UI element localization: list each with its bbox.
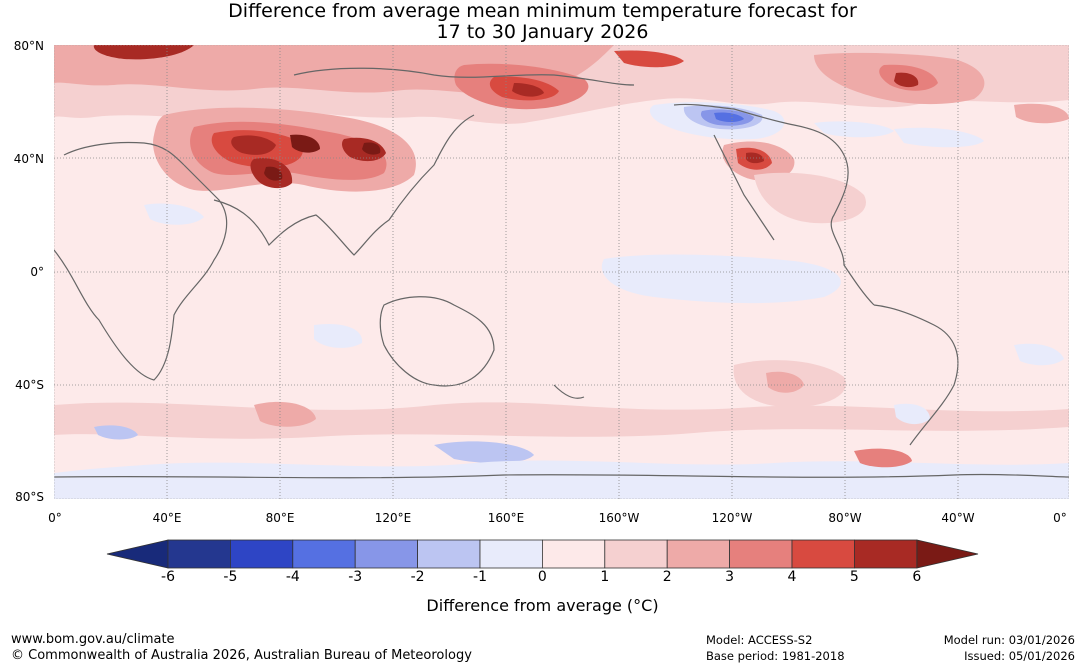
colorbar-tick: -1	[473, 569, 487, 585]
colorbar-bin	[479, 539, 543, 569]
map-title-line-1: Difference from average mean minimum tem…	[228, 0, 857, 22]
colorbar-bin	[292, 539, 356, 569]
lon-label-40w: 40°W	[941, 511, 975, 525]
colorbar-bin	[354, 539, 418, 569]
lon-label-80e: 80°E	[265, 511, 295, 525]
colorbar-tick: -5	[223, 569, 238, 585]
colorbar-tick: -3	[348, 569, 363, 585]
colorbar-tick: 1	[600, 569, 610, 585]
colorbar-tick: 5	[849, 569, 859, 585]
coastlines	[54, 67, 1069, 479]
colorbar-tick: 4	[787, 569, 797, 585]
colorbar-bin	[604, 539, 668, 569]
lon-label-120w: 120°W	[711, 511, 753, 525]
model-run-date: Model run: 03/01/2026	[943, 633, 1075, 647]
colorbar-tick: 2	[662, 569, 672, 585]
temperature-anomaly-map	[54, 45, 1069, 499]
colorbar	[106, 539, 979, 569]
lat-label-40s: 40°S	[15, 378, 44, 392]
colorbar-bins	[167, 539, 918, 569]
colorbar-tick: 6	[912, 569, 922, 585]
anomaly-field	[54, 45, 1069, 499]
lon-label-160e: 160°E	[487, 511, 525, 525]
colorbar-under-arrow	[106, 539, 169, 569]
colorbar-tick: -4	[285, 569, 300, 585]
lat-label-0: 0°	[30, 265, 44, 279]
lon-label-0-end: 0°	[1053, 511, 1067, 525]
lon-label-120e: 120°E	[374, 511, 412, 525]
colorbar-label: Difference from average (°C)	[426, 596, 659, 615]
lon-label-80w: 80°W	[828, 511, 862, 525]
model-name: Model: ACCESS-S2	[706, 633, 813, 647]
colorbar-bin	[230, 539, 294, 569]
issued-date: Issued: 05/01/2026	[964, 649, 1075, 663]
colorbar-bin	[791, 539, 855, 569]
website-link[interactable]: www.bom.gov.au/climate	[11, 632, 175, 647]
colorbar-bin	[417, 539, 481, 569]
colorbar-bin	[167, 539, 231, 569]
lon-label-40e: 40°E	[152, 511, 182, 525]
lat-label-80n: 80°N	[13, 39, 44, 53]
lat-label-40n: 40°N	[13, 152, 44, 166]
colorbar-over-arrow	[916, 539, 979, 569]
copyright-text: © Commonwealth of Australia 2026, Austra…	[11, 648, 472, 663]
map-title-line-2: 17 to 30 January 2026	[436, 21, 649, 43]
colorbar-bin	[666, 539, 731, 569]
colorbar-bin	[541, 539, 606, 569]
colorbar-bin	[729, 539, 793, 569]
graticule	[54, 45, 1069, 499]
colorbar-tick: 0	[537, 569, 547, 585]
base-period: Base period: 1981-2018	[706, 649, 845, 663]
lon-label-0: 0°	[48, 511, 62, 525]
colorbar-bin	[854, 539, 918, 569]
lon-label-160w: 160°W	[598, 511, 640, 525]
colorbar-tick: 3	[725, 569, 735, 585]
colorbar-tick: -6	[161, 569, 175, 585]
lat-label-80s: 80°S	[15, 490, 44, 504]
colorbar-tick: -2	[410, 569, 425, 585]
